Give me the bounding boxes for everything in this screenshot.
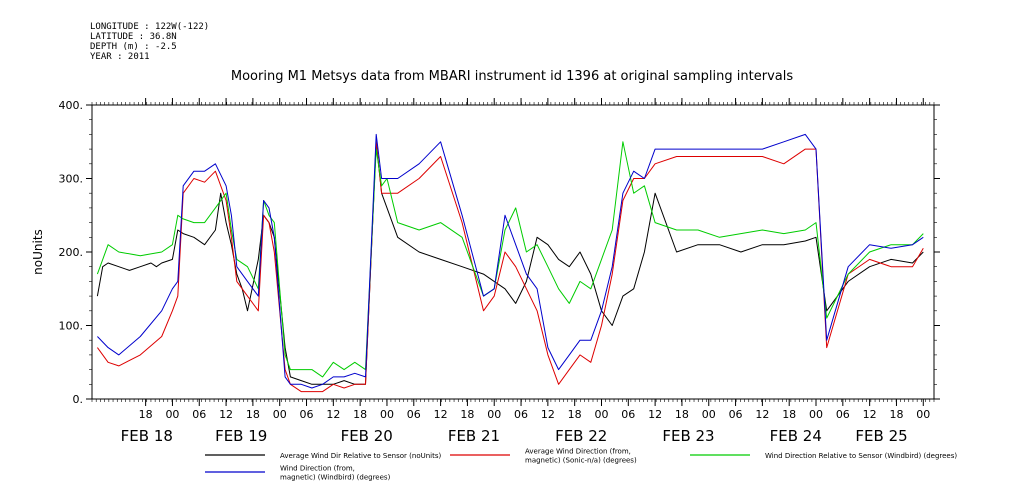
x-tick-label: 00 [487,408,501,421]
day-label: FEB 23 [662,427,714,445]
y-tick-label: 100. [59,320,84,333]
legend-label: Wind Direction Relative to Sensor (Windb… [765,452,957,460]
x-tick-label: 18 [353,408,367,421]
series-line-1 [96,141,924,385]
x-tick-label: 18 [675,408,689,421]
meta-year: YEAR : 2011 [90,52,150,62]
day-label: FEB 22 [555,427,607,445]
x-tick-label: 12 [541,408,555,421]
y-tick-label: 400. [59,99,84,112]
meta-longitude: LONGITUDE : 122W(-122) [90,22,210,32]
x-tick-label: 12 [648,408,662,421]
x-tick-label: 06 [729,408,743,421]
x-tick-label: 00 [916,408,930,421]
metadata-block: LONGITUDE : 122W(-122) LATITUDE : 36.8N … [90,22,209,62]
x-tick-label: 18 [568,408,582,421]
day-label: FEB 21 [448,427,500,445]
x-tick-label: 06 [621,408,635,421]
x-tick-label: 12 [434,408,448,421]
x-tick-label: 06 [300,408,314,421]
legend-label: Wind Direction (from, [280,465,355,473]
x-tick-label: 12 [219,408,233,421]
series-line-4 [97,133,924,389]
x-tick-label: 12 [863,408,877,421]
meta-depth: DEPTH (m) : -2.5 [90,42,177,52]
x-tick-label: 12 [326,408,340,421]
meta-latitude: LATITUDE : 36.8N [90,32,177,42]
x-tick-label: 18 [782,408,796,421]
y-tick-label: 200. [59,246,84,259]
legend-label: Average Wind Dir Relative to Sensor (noU… [280,452,441,460]
x-tick-label: 06 [836,408,850,421]
x-tick-label: 00 [594,408,608,421]
x-tick-label: 00 [380,408,394,421]
x-tick-label: 18 [139,408,153,421]
y-axis-label: noUnits [31,229,45,275]
x-tick-label: 18 [246,408,260,421]
plot-area: 0. 100. 200. 300. 400. 18 00 06 12 18 00 06 12 18 00 06… [59,98,940,445]
series-line-2 [96,141,924,393]
y-tick-label: 300. [59,173,84,186]
day-label: FEB 25 [855,427,907,445]
day-label: FEB 18 [121,427,173,445]
legend-label: Average Wind Direction (from, [525,448,631,456]
x-tick-label: 06 [407,408,421,421]
x-tick-label: 00 [809,408,823,421]
chart-title: Mooring M1 Metsys data from MBARI instru… [231,69,793,84]
legend: Average Wind Dir Relative to Sensor (noU… [205,448,957,482]
day-label: FEB 20 [341,427,393,445]
x-tick-label: 06 [192,408,206,421]
y-tick-label: 0. [73,393,84,406]
legend-label: magnetic) (Windbird) (degrees) [280,474,391,482]
series-line-3 [96,141,924,378]
x-tick-label: 00 [273,408,287,421]
day-label: FEB 24 [770,427,822,445]
day-label: FEB 19 [215,427,267,445]
x-tick-label: 18 [889,408,903,421]
x-tick-label: 00 [165,408,179,421]
x-tick-label: 00 [702,408,716,421]
x-tick-label: 06 [514,408,528,421]
x-tick-label: 12 [755,408,769,421]
legend-label: magnetic) (Sonic-n/a) (degrees) [525,457,637,465]
x-tick-label: 18 [460,408,474,421]
